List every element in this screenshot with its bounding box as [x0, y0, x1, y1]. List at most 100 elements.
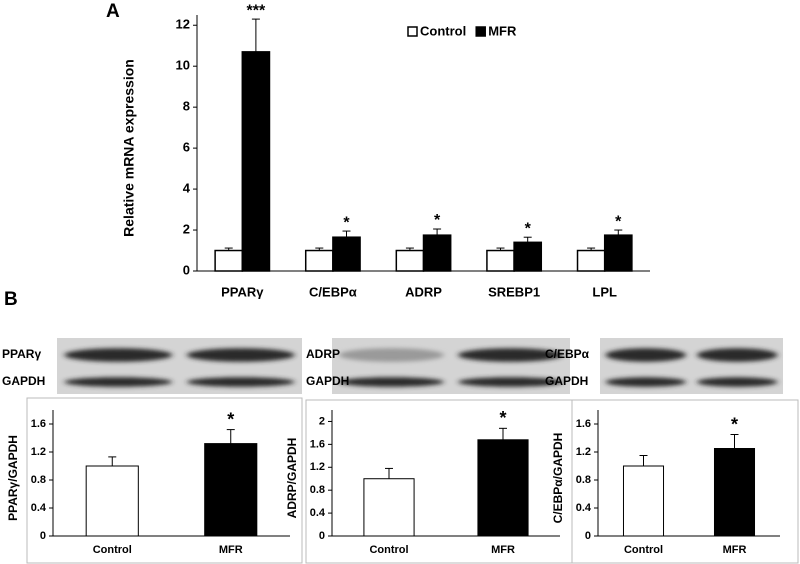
y-tick-label: 8 [183, 99, 190, 114]
x-tick-label: MFR [723, 544, 747, 556]
bar [603, 234, 633, 272]
blot-band [64, 348, 173, 362]
bar [422, 234, 452, 272]
bar [85, 465, 139, 537]
legend-swatch [407, 26, 418, 37]
error-bar [496, 247, 505, 251]
legend-label: MFR [488, 23, 517, 38]
y-tick-label: 10 [176, 58, 190, 73]
blot-band [605, 348, 687, 362]
blot-band [696, 348, 778, 362]
bar [204, 443, 258, 537]
blot-band [339, 348, 444, 362]
panel-frame [305, 399, 573, 564]
y-tick-label: 1.2 [31, 446, 46, 458]
error-bar [405, 247, 414, 251]
y-tick-label: 0.4 [31, 502, 47, 514]
y-axis-label: PPARγ/GAPDH [6, 435, 20, 521]
y-tick-label: 0.8 [310, 484, 325, 496]
panel-label: B [4, 289, 18, 310]
blot-label: ADRP [306, 347, 340, 361]
y-tick-label: 1.6 [576, 418, 591, 430]
bar [214, 249, 244, 272]
blot-band [605, 377, 687, 387]
blot-label: C/EBPα [545, 347, 590, 361]
error-bar [224, 247, 233, 251]
error-bar [251, 18, 260, 52]
y-tick-label: 0 [40, 530, 46, 542]
panel-frame [26, 397, 303, 564]
significance: * [499, 408, 506, 428]
error-bar [614, 229, 623, 236]
y-axis-label: ADRP/GAPDH [285, 438, 299, 519]
significance: * [227, 409, 234, 429]
y-tick-label: 2 [319, 415, 325, 427]
y-tick-label: 2 [183, 221, 190, 236]
x-tick-label: MFR [219, 544, 243, 556]
x-tick-label: LPL [592, 284, 617, 299]
y-tick-label: 0.4 [576, 502, 592, 514]
y-tick-label: 4 [183, 181, 191, 196]
y-tick-label: 0 [183, 262, 190, 277]
blot-band [458, 348, 563, 362]
significance: * [343, 214, 350, 231]
y-tick-label: 1.6 [310, 438, 325, 450]
error-bar [523, 236, 532, 243]
bar [576, 249, 606, 272]
blot-band [458, 377, 563, 387]
panel-label: A [106, 1, 120, 22]
y-tick-label: 0.8 [31, 474, 46, 486]
error-bar [499, 427, 507, 440]
legend-label: Control [420, 23, 466, 38]
y-tick-label: 0.4 [310, 507, 326, 519]
error-bar [226, 429, 235, 444]
significance: * [731, 414, 738, 434]
bar [486, 249, 515, 272]
bar [304, 249, 334, 272]
y-tick-label: 0.8 [576, 474, 591, 486]
blot-label: GAPDH [545, 374, 588, 388]
x-tick-label: PPARγ [221, 284, 264, 299]
bar [622, 465, 665, 537]
blot-label: GAPDH [2, 374, 45, 388]
x-tick-label: MFR [491, 544, 515, 556]
y-tick-label: 6 [183, 140, 190, 155]
x-tick-label: ADRP [405, 284, 442, 299]
x-tick-label: Control [624, 544, 663, 556]
blot-band [186, 348, 295, 362]
significance: * [434, 212, 441, 229]
y-tick-label: 0 [585, 530, 591, 542]
y-tick-label: 12 [176, 17, 190, 32]
panel-frame [571, 399, 799, 564]
blot-band [64, 377, 173, 387]
blot-label: GAPDH [306, 374, 349, 388]
error-bar [639, 455, 648, 466]
significance: *** [247, 2, 266, 19]
blot-band [696, 377, 778, 387]
error-bar [730, 434, 739, 449]
error-bar [315, 247, 324, 251]
blot-band [339, 377, 444, 387]
error-bar [342, 230, 351, 238]
bar [713, 448, 756, 537]
y-tick-label: 1.6 [31, 418, 46, 430]
y-tick-label: 0 [319, 530, 325, 542]
error-bar [587, 247, 596, 251]
error-bar [108, 456, 117, 466]
x-tick-label: C/EBPα [309, 284, 357, 299]
blot-label: PPARγ [2, 347, 41, 361]
y-tick-label: 1.2 [310, 461, 325, 473]
bar [513, 241, 543, 272]
x-tick-label: Control [369, 544, 408, 556]
bar [477, 439, 529, 537]
y-tick-label: 1.2 [576, 446, 591, 458]
error-bar [385, 467, 393, 479]
y-axis-label: Relative mRNA expression [121, 59, 137, 237]
x-tick-label: SREBP1 [488, 284, 540, 299]
bar [241, 51, 271, 272]
legend-swatch [475, 26, 486, 37]
error-bar [433, 228, 442, 236]
bar [363, 478, 415, 537]
significance: * [525, 220, 532, 237]
